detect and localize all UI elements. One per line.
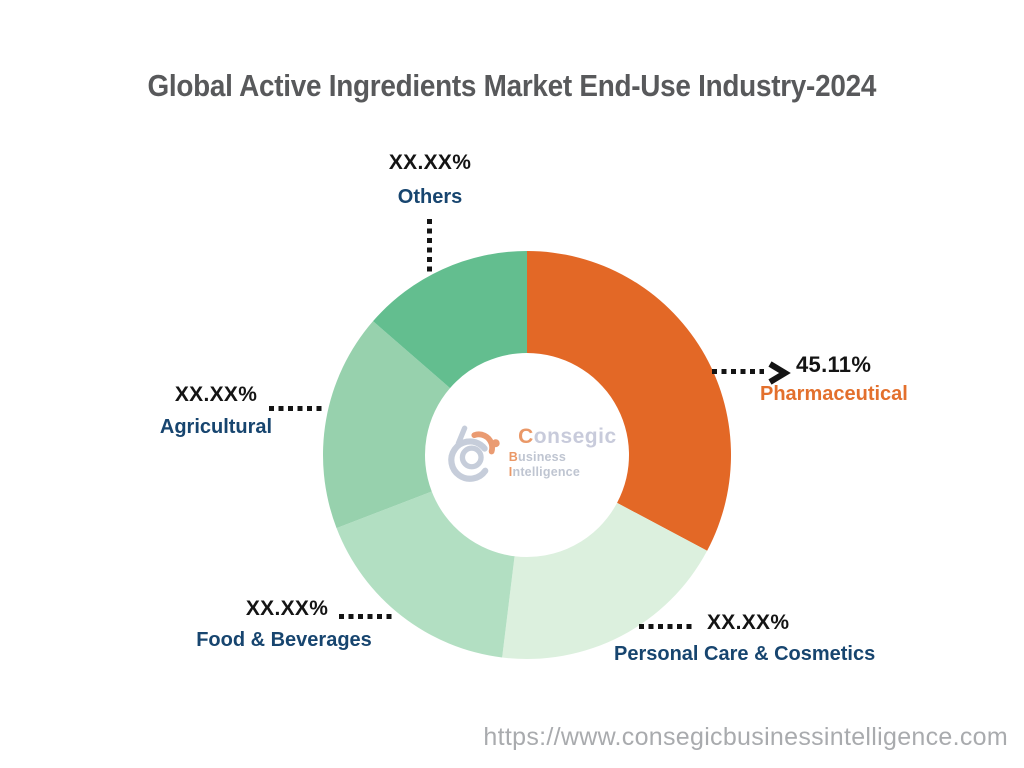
others-value: XX.XX% (388, 151, 472, 174)
personal-care-label: Personal Care & Cosmetics (614, 643, 876, 665)
pharmaceutical-connector-line (712, 369, 764, 374)
agricultural-value: XX.XX% (174, 383, 258, 406)
others-connector-line (427, 219, 432, 276)
consegic-logo-text: Consegic Business Intelligence (508, 424, 626, 480)
callout-others: XX.XX% Others (355, 151, 505, 209)
chart-title-bar: Global Active Ingredients Market End-Use… (0, 68, 1024, 104)
consegic-brand-name: Consegic (518, 424, 617, 448)
watermark-logo: Consegic Business Intelligence (446, 418, 626, 488)
agricultural-label: Agricultural (159, 416, 273, 438)
food-beverages-connector-line (339, 614, 396, 619)
consegic-tagline: Business Intelligence (508, 450, 580, 480)
donut-segment-others (373, 251, 527, 389)
agricultural-connector-line (269, 406, 326, 411)
others-label: Others (397, 186, 463, 209)
personal-care-value: XX.XX% (707, 611, 790, 634)
donut-segment-agricultural (322, 321, 451, 529)
donut-segment-food-beverages (336, 491, 515, 658)
donut-segment-pharmaceutical (527, 251, 731, 551)
chart-title: Global Active Ingredients Market End-Use… (147, 68, 877, 103)
pharmaceutical-value: 45.11% (796, 352, 872, 377)
donut-chart (322, 251, 731, 660)
pharmaceutical-arrow-icon (768, 361, 791, 385)
personal-care-connector-line (639, 624, 694, 629)
pharmaceutical-label: Pharmaceutical (760, 383, 908, 405)
food-beverages-label: Food & Beverages (196, 629, 372, 651)
source-url: https://www.consegicbusinessintelligence… (483, 723, 1008, 751)
food-beverages-value: XX.XX% (245, 597, 329, 620)
donut-segment-personal-care-cosmetics (502, 502, 708, 660)
consegic-logo-icon (448, 425, 500, 482)
